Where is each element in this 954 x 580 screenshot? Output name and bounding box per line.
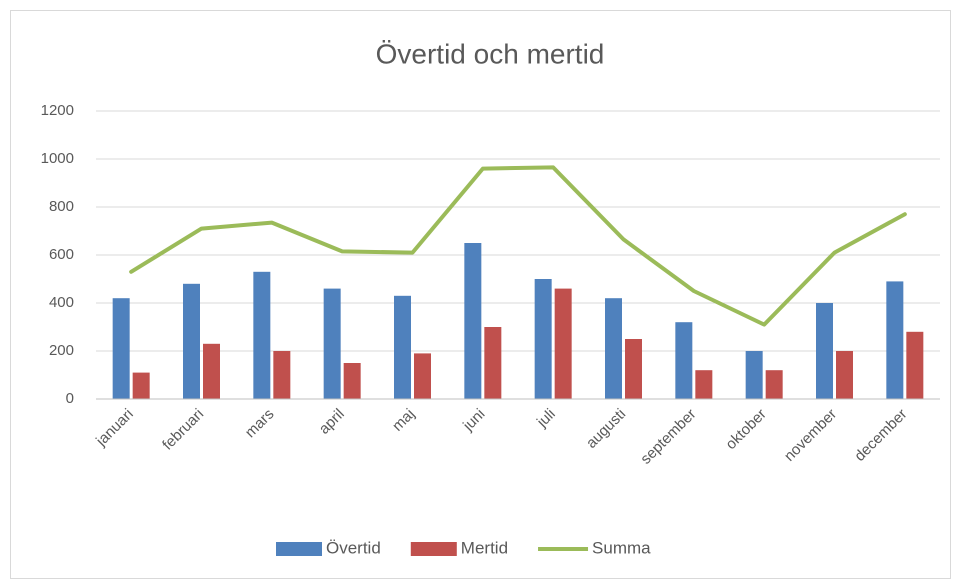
bar: [605, 298, 622, 399]
y-tick-label: 800: [49, 198, 74, 215]
bar: [112, 298, 130, 399]
bar: [765, 370, 783, 399]
y-tick-label: 400: [49, 294, 74, 311]
chart-title: Övertid och mertid: [376, 38, 605, 69]
bar: [906, 331, 924, 399]
bar: [132, 372, 150, 399]
bar: [534, 279, 552, 399]
bar: [183, 283, 200, 399]
legend-label: Övertid: [326, 538, 381, 557]
y-tick-label: 600: [49, 246, 74, 263]
bar: [203, 343, 220, 399]
legend-item: [410, 542, 457, 556]
bar: [484, 327, 502, 399]
bar: [464, 243, 482, 399]
legend-swatch: [276, 542, 322, 556]
bar: [886, 281, 904, 399]
y-tick-label: 1000: [41, 150, 74, 167]
bar: [675, 322, 693, 399]
bar: [323, 288, 341, 399]
y-tick-label: 1200: [41, 102, 74, 119]
y-tick-label: 0: [66, 390, 74, 407]
y-tick-label: 200: [49, 342, 74, 359]
legend-label: Summa: [592, 538, 651, 557]
bar: [695, 370, 713, 399]
legend-swatch: [410, 542, 457, 556]
bar: [343, 363, 361, 399]
bar: [253, 271, 271, 399]
bar: [554, 288, 572, 399]
bar: [836, 351, 853, 399]
bar: [394, 295, 411, 399]
bar: [273, 351, 291, 399]
bar: [816, 303, 833, 399]
bar: [745, 351, 763, 399]
legend-label: Mertid: [461, 538, 508, 557]
legend-item: [276, 542, 322, 556]
line: [129, 165, 907, 327]
bar: [414, 353, 431, 399]
bar: [625, 339, 642, 399]
